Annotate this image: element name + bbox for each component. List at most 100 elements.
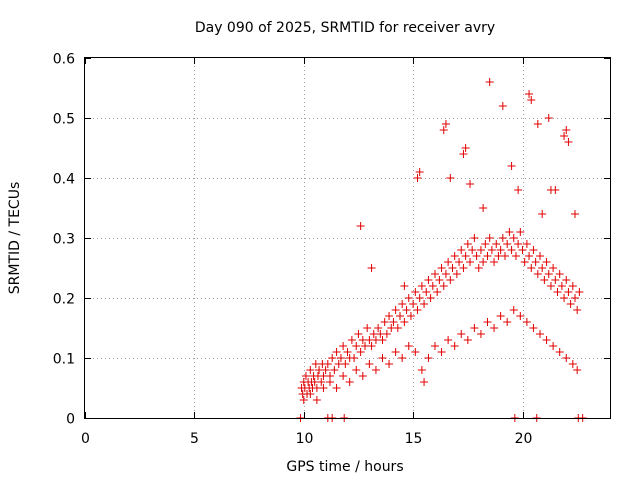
data-point [306,390,315,398]
data-point [332,384,341,392]
y-axis-label: SRMTID / TECUs [7,182,23,295]
data-point [356,348,365,356]
data-point [415,294,424,302]
data-point [431,342,439,350]
y-tick-label: 0.4 [53,172,75,188]
data-point [441,270,450,278]
data-point [301,372,310,380]
data-point [514,240,523,248]
data-point [542,336,551,344]
data-point [474,264,483,272]
x-axis-label: GPS time / hours [286,459,403,475]
data-point [536,252,544,260]
data-point [339,372,348,380]
data-point [540,276,549,284]
data-point [485,234,494,242]
data-point [533,270,542,278]
data-point [461,252,470,260]
data-point [391,306,400,314]
data-point [413,174,422,182]
data-point [483,252,492,260]
data-point [525,252,534,260]
data-point [441,120,450,128]
data-point [496,312,505,320]
data-point [398,354,407,362]
data-point [463,336,472,344]
data-point [402,306,411,314]
data-point [404,342,413,350]
x-tick-label: 20 [515,431,533,447]
data-point [503,318,512,326]
data-point [516,312,525,320]
data-point [531,258,540,266]
plot-frame [84,57,611,419]
data-point [409,300,418,308]
y-tick-label: 0.5 [53,112,75,128]
data-point [367,342,376,350]
data-point [380,318,389,326]
data-point [476,246,485,254]
data-point [374,324,383,332]
data-point [463,240,472,248]
data-point [496,246,505,254]
data-point [428,282,437,290]
data-point [424,354,433,362]
data-point [378,354,387,362]
data-point [573,306,582,314]
data-point [336,354,345,362]
data-point [455,258,464,266]
data-point [527,264,536,272]
data-point [483,318,492,326]
data-point [529,246,538,254]
data-point [566,300,575,308]
data-point [439,126,448,134]
data-point [391,348,400,356]
x-tick-label: 15 [405,431,423,447]
data-point [575,288,584,296]
data-point [382,330,391,338]
data-point [479,204,488,212]
data-point [487,246,496,254]
y-tick-label: 0.6 [53,52,75,68]
data-point [544,270,553,278]
data-point [385,360,394,368]
data-point [466,180,474,188]
data-point [522,318,531,326]
data-point [522,240,531,248]
data-point [498,234,507,242]
data-point [492,240,501,248]
data-point [562,354,571,362]
data-point [472,252,481,260]
data-point [538,264,547,272]
data-point [444,258,453,266]
data-point [356,222,365,230]
data-point [437,348,446,356]
data-point [459,264,468,272]
data-point [516,228,525,236]
data-point [549,264,558,272]
data-point [378,336,387,344]
x-tick-label: 10 [296,431,314,447]
data-point [459,150,468,158]
data-point [332,348,341,356]
data-point [509,306,518,314]
data-point [573,366,582,374]
data-point [330,366,339,374]
data-point [466,258,474,266]
data-point [450,252,459,260]
data-point [485,78,494,86]
y-tick-label: 0.3 [53,232,75,248]
data-point [546,282,555,290]
x-tick-label: 5 [190,431,199,447]
data-point [437,264,446,272]
data-point [417,366,426,374]
data-point [433,288,442,296]
data-point [470,324,479,332]
data-point [352,366,361,374]
data-point [413,306,422,314]
data-point [479,258,488,266]
data-point [490,258,499,266]
data-point [505,228,514,236]
data-point [525,90,534,98]
data-point [551,276,560,284]
